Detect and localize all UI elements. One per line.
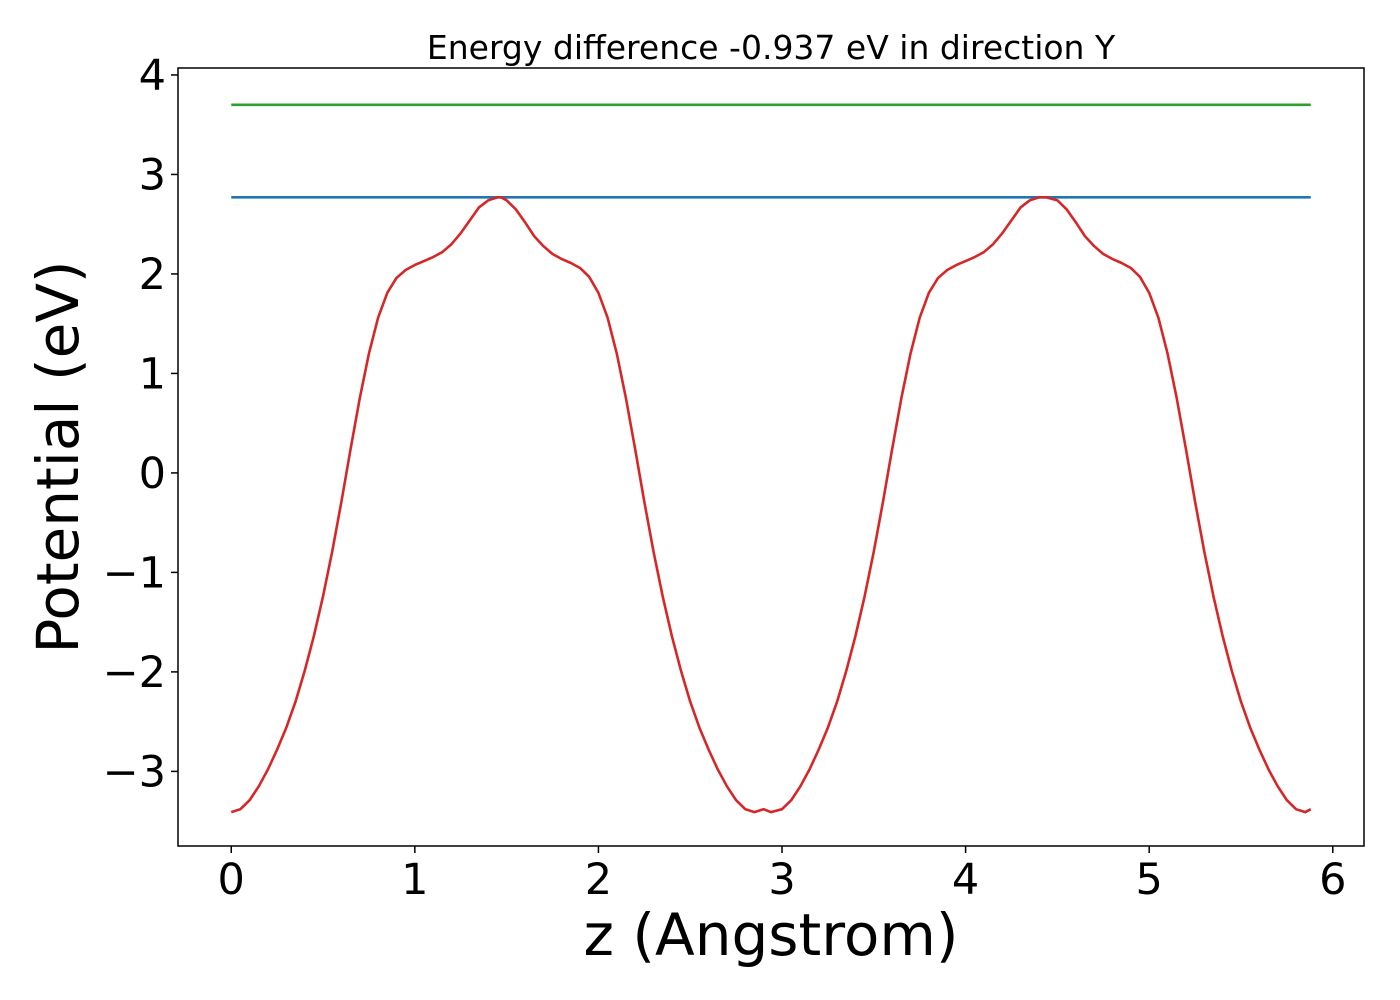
y-tick-label: 2 [139, 250, 166, 300]
y-tick-label: 3 [139, 150, 166, 200]
y-tick-label: 0 [139, 449, 166, 499]
y-axis-label: Potential (eV) [24, 260, 92, 653]
x-tick-label: 2 [585, 855, 612, 905]
y-axis-ticks: −3 −2 −1 0 1 2 3 4 [103, 51, 178, 797]
y-tick-label: 1 [139, 349, 166, 399]
plot-frame [177, 67, 1365, 847]
y-tick-label: 4 [139, 51, 166, 101]
y-tick-label: −1 [103, 548, 166, 598]
x-tick-label: 4 [952, 855, 979, 905]
series-layer [230, 103, 1312, 814]
y-tick-label: −3 [103, 747, 166, 797]
x-tick-label: 5 [1136, 855, 1163, 905]
potential-curve [230, 196, 1312, 814]
chart-title: Energy difference -0.937 eV in direction… [427, 28, 1116, 67]
x-axis-ticks: 0 1 2 3 4 5 6 [218, 846, 1346, 905]
x-tick-label: 6 [1319, 855, 1346, 905]
y-tick-label: −2 [103, 648, 166, 698]
x-tick-label: 3 [768, 855, 795, 905]
x-axis-label: z (Angstrom) [584, 901, 959, 969]
x-tick-label: 0 [218, 855, 245, 905]
x-tick-label: 1 [401, 855, 428, 905]
